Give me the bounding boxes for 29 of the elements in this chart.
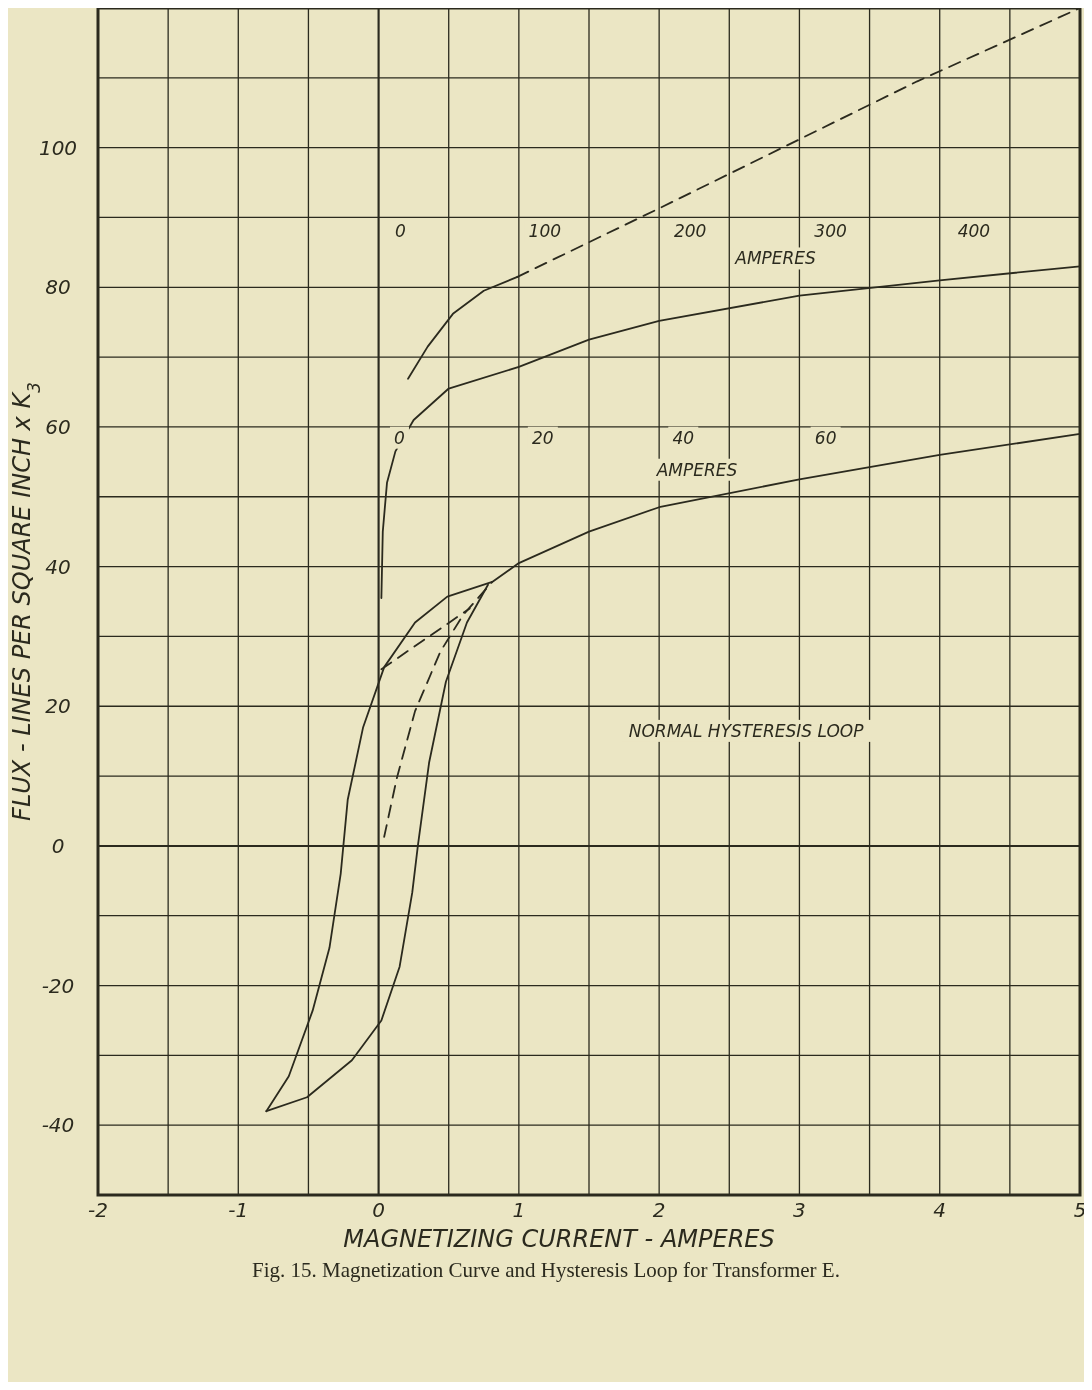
x-tick-label: 0 — [372, 1198, 385, 1222]
x-tick-label: 4 — [933, 1198, 947, 1222]
y-tick-label: -20 — [41, 973, 75, 998]
annotation: 20 — [532, 427, 554, 448]
annotation: AMPERES — [655, 459, 738, 480]
annotation: AMPERES — [734, 248, 817, 269]
annotation: NORMAL HYSTERESIS LOOP — [628, 720, 865, 741]
x-tick-label: 1 — [512, 1198, 526, 1222]
annotation: 60 — [814, 427, 837, 448]
x-tick-label: -2 — [88, 1198, 108, 1222]
y-tick-label: 40 — [45, 554, 71, 579]
x-tick-label: 3 — [793, 1198, 806, 1222]
y-tick-label: 100 — [38, 135, 78, 160]
annotation: 100 — [528, 221, 562, 242]
x-tick-label: 2 — [652, 1198, 666, 1222]
x-axis-title: MAGNETIZING CURRENT - AMPERES — [343, 1225, 775, 1253]
text: Fig. 15. Magnetization Curve and Hysteresis Loop for Transformer E. — [252, 1258, 840, 1282]
annotation: 0 — [394, 427, 405, 448]
x-tick-label: -1 — [228, 1198, 249, 1222]
y-tick-label: -40 — [41, 1113, 75, 1138]
annotation: 200 — [673, 221, 707, 242]
annotation: 300 — [814, 221, 847, 242]
y-tick-label: 0 — [51, 833, 65, 858]
y-tick-label: 60 — [45, 414, 71, 439]
y-tick-label: 20 — [45, 694, 71, 719]
y-tick-label: 80 — [45, 275, 71, 300]
annotation: 400 — [957, 221, 991, 242]
annotation: 0 — [395, 221, 406, 242]
annotation: 40 — [672, 427, 695, 448]
